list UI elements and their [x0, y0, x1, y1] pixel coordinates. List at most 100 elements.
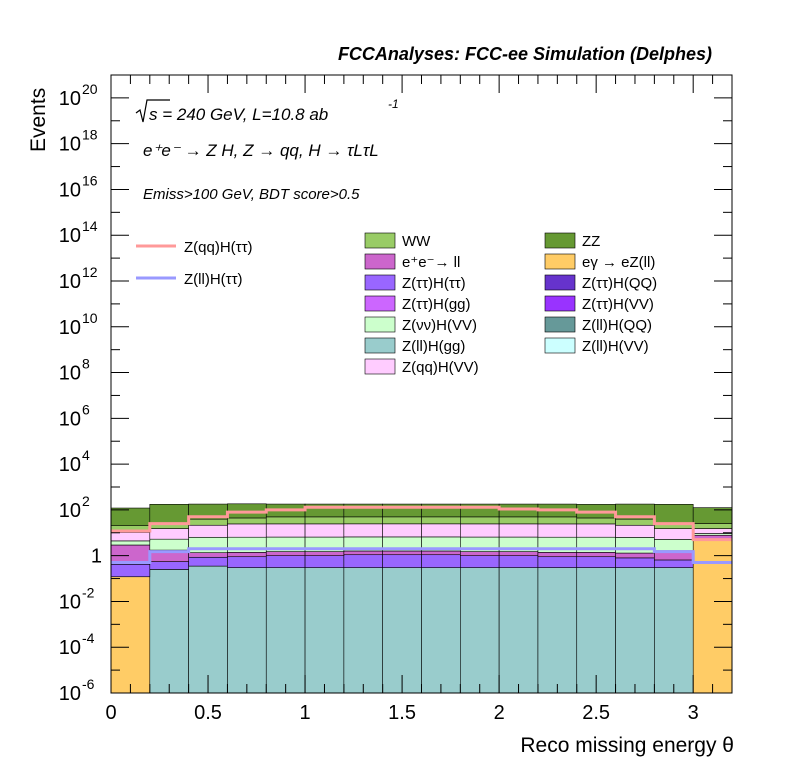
energy-label: s = 240 GeV, L=10.8 ab [149, 105, 328, 124]
y-tick-exponent: 6 [82, 401, 90, 417]
x-tick-label-5: 2.5 [582, 702, 610, 724]
stack-bar-1-2 [188, 565, 228, 694]
y-tick-label-12: 10 18 [59, 127, 98, 156]
stack-bar-6-11 [537, 516, 578, 525]
y-tick-base: 10 [59, 179, 81, 201]
stack-bar-7-14 [654, 504, 694, 524]
stack-bar-2-4 [265, 555, 306, 568]
stack-bar-1-7 [382, 567, 422, 694]
stack-bar-1-5 [304, 567, 345, 694]
stack-bar-1-12 [576, 567, 616, 694]
stack-bar-1-6 [343, 567, 383, 694]
stack-bar-1-3 [227, 567, 267, 694]
stack-bar-1-9 [460, 567, 500, 694]
y-tick-label-3: 1 [91, 546, 102, 568]
stack-bar-3-7 [382, 550, 422, 556]
y-tick-label-11: 10 16 [59, 172, 98, 201]
legend-swatch-0 [364, 232, 396, 249]
y-tick-exponent: 2 [82, 493, 90, 509]
stack-bar-2-8 [421, 554, 461, 568]
legend-label-10: Z(ll)H(gg) [402, 338, 465, 355]
stack-bar-7-1 [149, 504, 189, 524]
stack-bar-1-8 [421, 567, 461, 694]
energy-label-exponent: -1 [388, 97, 399, 111]
stack-bar-5-8 [421, 523, 461, 538]
y-tick-label-7: 10 8 [59, 356, 90, 385]
legend-label-1: ZZ [582, 233, 600, 250]
legend-signal-label-1: Z(ll)H(ττ) [184, 271, 243, 288]
stack-bar-1-11 [537, 567, 578, 694]
stack-bar-6-10 [498, 516, 539, 525]
legend: Z(qq)H(ττ) Z(ll)H(ττ) WW ZZ e⁺e⁻→ ll eγ → eZ(… [136, 232, 657, 376]
y-tick-label-10: 10 14 [59, 218, 98, 247]
y-tick-label-13: 10 20 [59, 81, 98, 110]
x-tick-label-6: 3 [688, 702, 699, 724]
stack-bar-6-15 [692, 523, 733, 529]
stack-bar-3-12 [576, 552, 616, 558]
stack-bar-3-6 [343, 550, 383, 556]
stack-bar-6-5 [304, 516, 345, 525]
stack-bar-2-3 [227, 556, 267, 568]
x-tick-label-4: 2 [494, 702, 505, 724]
legend-swatch-6 [364, 295, 396, 312]
legend-swatch-5 [544, 274, 576, 291]
y-tick-label-8: 10 10 [59, 310, 98, 339]
y-tick-label-2: 10 -2 [59, 584, 95, 613]
stack-bar-1-1 [149, 569, 189, 694]
legend-label-8: Z(νν)H(VV) [402, 317, 477, 334]
stack-bar-6-3 [227, 517, 267, 525]
legend-label-4: Z(ττ)H(ττ) [402, 275, 466, 292]
stack-bar-6-12 [576, 517, 616, 525]
y-tick-exponent: 4 [82, 447, 90, 463]
y-tick-base: 10 [59, 317, 81, 339]
x-axis-label: Reco missing energy θ [520, 734, 734, 757]
stack-bar-2-2 [188, 556, 228, 567]
stack-bar-3-4 [265, 551, 306, 556]
y-tick-base: 1 [91, 546, 102, 568]
y-tick-base: 10 [59, 454, 81, 476]
signal-line-0 [111, 505, 732, 542]
stack-bar-5-14 [654, 528, 694, 540]
x-tick-label-3: 1.5 [388, 702, 416, 724]
axis-ticks [110, 74, 733, 694]
legend-swatch-12 [364, 358, 396, 375]
stack-bar-6-8 [421, 516, 461, 525]
stack-bar-5-0 [110, 532, 151, 542]
stack-bar-3-11 [537, 552, 578, 558]
x-tick-labels: 0 0.5 1 1.5 2 2.5 3 [105, 702, 698, 724]
stack-bar-0-0 [110, 576, 151, 694]
stack-bar-7-0 [110, 507, 151, 526]
stack-bar-1-4 [265, 567, 306, 694]
stack-bar-3-5 [304, 551, 345, 556]
stack-bar-5-11 [537, 523, 578, 538]
annotation-energy: s = 240 GeV, L=10.8 ab -1 [135, 97, 399, 124]
y-tick-base: 10 [59, 134, 81, 156]
legend-label-3: eγ → eZ(ll) [582, 254, 655, 271]
stack-bar-5-3 [227, 523, 267, 538]
stack-bar-3-3 [227, 552, 267, 558]
legend-swatch-4 [364, 274, 396, 291]
legend-label-5: Z(ττ)H(QQ) [582, 275, 657, 292]
y-tick-exponent: 18 [82, 127, 98, 143]
stack-bar-2-14 [654, 559, 694, 568]
stack-bar-6-13 [615, 518, 655, 526]
y-tick-exponent: 14 [82, 218, 98, 234]
stack-bar-2-5 [304, 555, 345, 568]
legend-swatch-10 [364, 337, 396, 354]
stack-bar-4-2 [188, 536, 228, 553]
stack-bar-0-15 [692, 539, 733, 694]
y-tick-label-0: 10 -6 [59, 676, 95, 705]
stack-bar-1-14 [654, 567, 694, 694]
stack-bar-3-8 [421, 550, 461, 556]
stack-bar-2-0 [110, 563, 151, 578]
legend-swatch-3 [544, 253, 576, 270]
plot-area [110, 503, 733, 694]
stack-bar-2-11 [537, 556, 578, 568]
legend-swatch-7 [544, 295, 576, 312]
y-tick-label-6: 10 6 [59, 401, 90, 430]
stack-bar-5-9 [460, 523, 500, 538]
stack-bar-6-4 [265, 516, 306, 525]
legend-label-0: WW [402, 233, 431, 250]
y-tick-exponent: -4 [82, 630, 95, 646]
stack-bar-4-14 [654, 539, 694, 551]
